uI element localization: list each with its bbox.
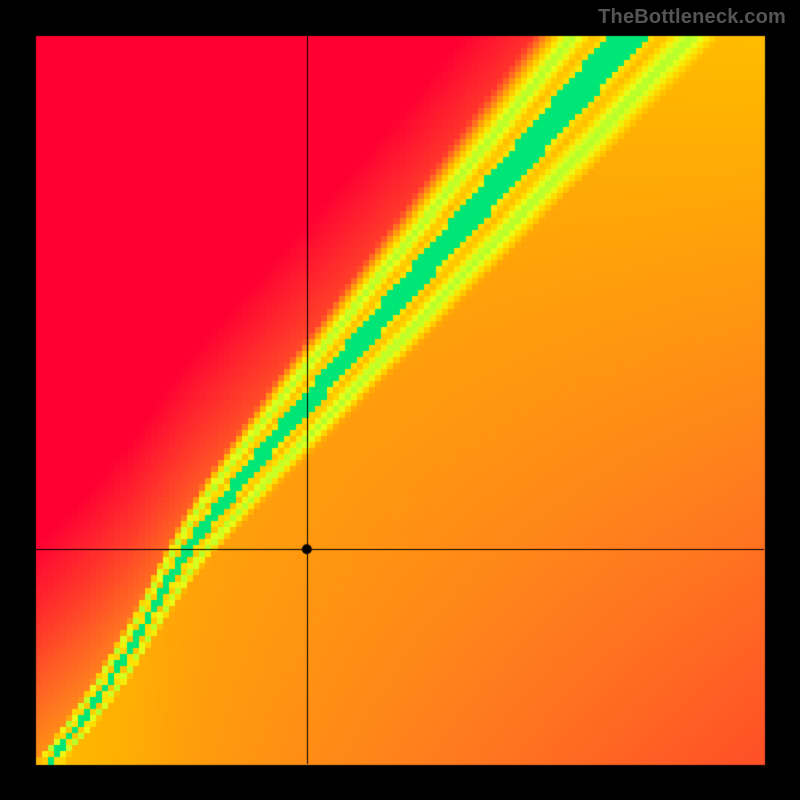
bottleneck-heatmap <box>0 0 800 800</box>
watermark-text: TheBottleneck.com <box>598 6 786 29</box>
